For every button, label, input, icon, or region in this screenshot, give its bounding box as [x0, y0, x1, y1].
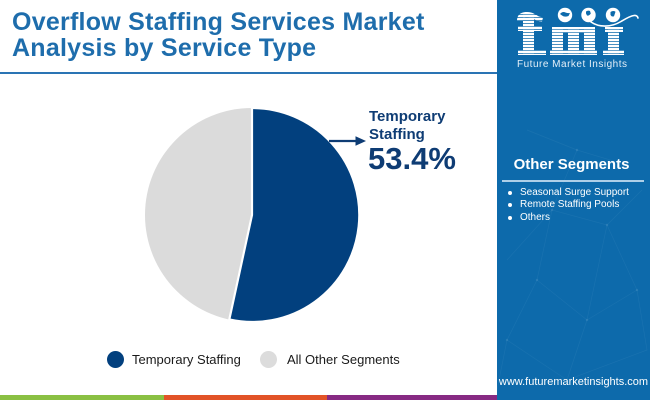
svg-text:Future Market Insights: Future Market Insights	[517, 59, 627, 70]
